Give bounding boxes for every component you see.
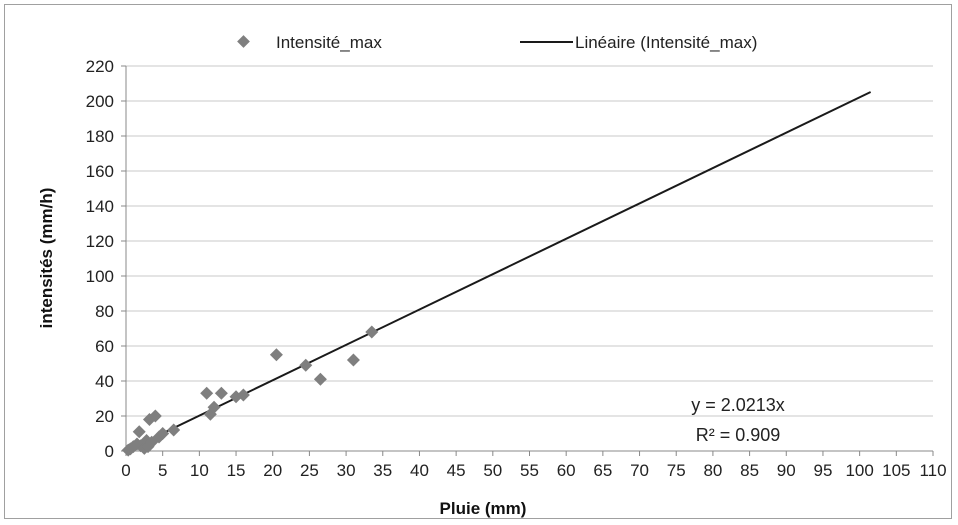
y-tick-labels: 0 20 40 60 80 100 120 140 160 180 200 220 [86,57,114,461]
trend-equation: y = 2.0213x [691,395,785,415]
y-tick-label: 140 [86,197,114,216]
data-point [156,427,170,440]
data-point [299,358,313,372]
data-point [313,372,327,386]
data-point [365,325,379,339]
data-points [121,325,379,457]
legend-label-trend: Linéaire (Intensité_max) [575,33,757,52]
x-tick-label: 100 [845,461,873,480]
x-tick-label: 80 [703,461,722,480]
x-tick-label: 15 [227,461,246,480]
x-tick-label: 75 [667,461,686,480]
x-tick-label: 60 [557,461,576,480]
data-point [132,425,146,439]
x-tick-label: 90 [777,461,796,480]
y-tick-label: 120 [86,232,114,251]
legend-marker-icon [237,35,250,48]
y-tick-label: 0 [105,442,114,461]
data-point [214,386,228,400]
y-tick-label: 160 [86,162,114,181]
y-tick-label: 180 [86,127,114,146]
trend-r-squared: R² = 0.909 [696,425,781,445]
y-tick-label: 20 [95,407,114,426]
data-point [236,388,250,402]
legend-label-series: Intensité_max [276,33,382,52]
x-tick-label: 5 [158,461,167,480]
x-tick-label: 10 [190,461,209,480]
y-tick-label: 60 [95,337,114,356]
trendline [125,91,872,452]
y-tick-label: 220 [86,57,114,76]
legend: Intensité_max Linéaire (Intensité_max) [237,33,757,52]
y-tick-label: 40 [95,372,114,391]
x-tick-label: 30 [337,461,356,480]
data-point [269,348,283,362]
x-tick-labels: 0 5 10 15 20 25 30 35 40 45 50 55 60 65 70 75 80 85 90 95 10… [121,461,946,480]
x-tick-label: 25 [300,461,319,480]
y-axis-title: intensités (mm/h) [37,188,56,329]
x-tick-label: 55 [520,461,539,480]
data-point [207,400,221,414]
x-tick-label: 110 [919,461,946,480]
x-tick-label: 35 [373,461,392,480]
data-point [167,423,181,437]
x-tick-label: 20 [263,461,282,480]
data-point [346,353,360,367]
x-tick-label: 105 [882,461,910,480]
x-tick-label: 70 [630,461,649,480]
x-tick-label: 45 [447,461,466,480]
data-point [148,409,162,423]
axes [121,65,934,456]
grid-lines [126,65,933,417]
x-tick-label: 65 [593,461,612,480]
x-tick-label: 0 [121,461,130,480]
y-tick-label: 200 [86,92,114,111]
x-axis-title: Pluie (mm) [440,499,527,518]
y-tick-label: 80 [95,302,114,321]
data-point [200,386,214,400]
x-tick-label: 50 [483,461,502,480]
x-tick-label: 85 [740,461,759,480]
trendline-path [125,91,872,452]
x-tick-label: 40 [410,461,429,480]
y-tick-label: 100 [86,267,114,286]
x-tick-label: 95 [813,461,832,480]
